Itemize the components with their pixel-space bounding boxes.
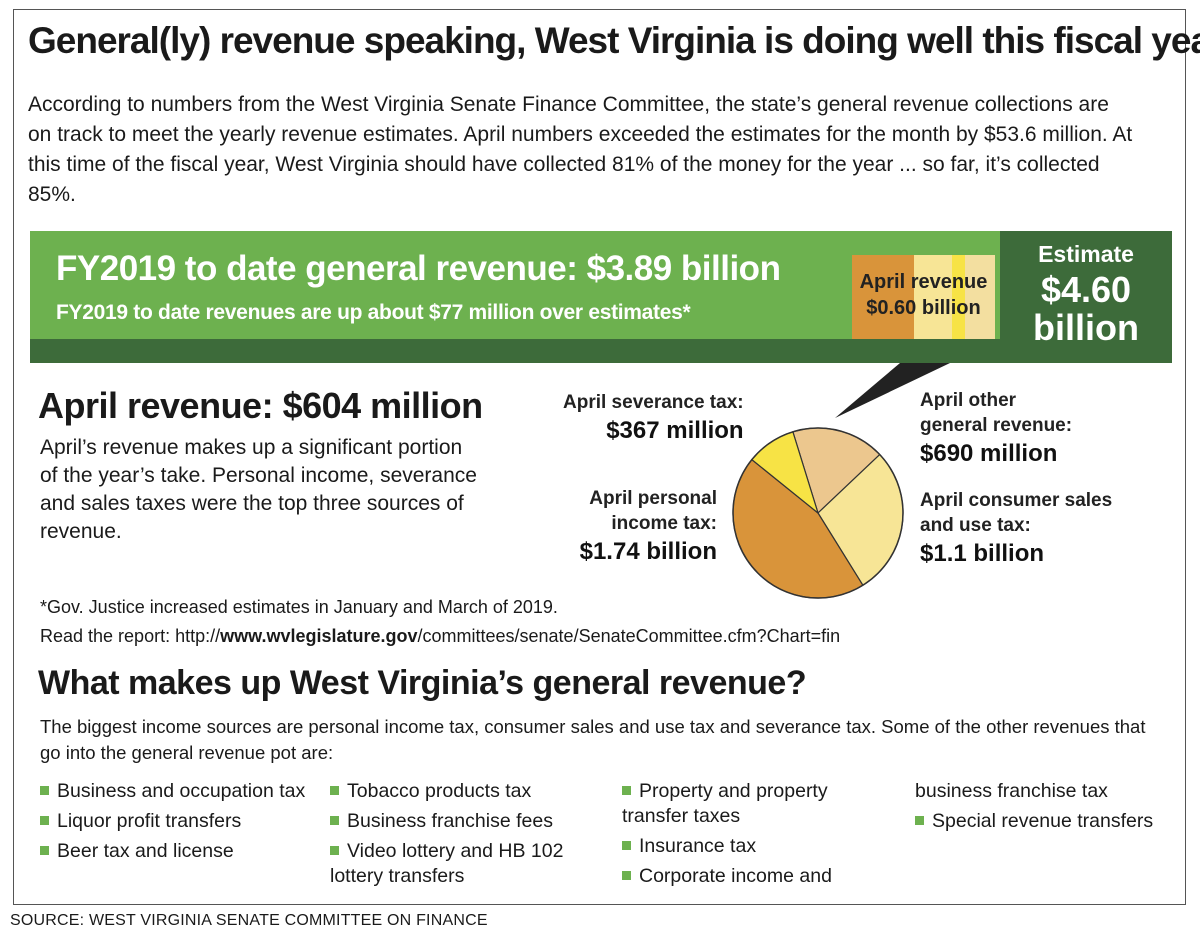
bullet-square-icon [622, 786, 631, 795]
list-item-text: Business and occupation tax [57, 780, 306, 802]
personal-label-name-2: income tax: [611, 513, 717, 534]
list-item-text: Video lottery and HB 102 lottery transfe… [330, 840, 564, 887]
list-item-text: Insurance tax [639, 835, 757, 857]
footnote: *Gov. Justice increased estimates in Jan… [40, 597, 558, 617]
sources-column-2: Tobacco products tax Business franchise … [330, 779, 610, 894]
list-item: Insurance tax [622, 834, 882, 859]
list-item: Corporate income and [622, 864, 882, 889]
report-prefix: Read the report: http:// [40, 626, 221, 646]
list-item: Business and occupation tax [40, 779, 310, 804]
list-item: Beer tax and license [40, 839, 310, 864]
april-bar-label: April revenue $0.60 billion [852, 269, 995, 321]
estimate-value-amount: $4.60 [1040, 269, 1132, 310]
list-item-text: Special revenue transfers [932, 810, 1154, 832]
report-link-line: Read the report: http://www.wvlegislatur… [40, 626, 840, 647]
sources-heading: What makes up West Virginia’s general re… [38, 664, 807, 702]
report-path: /committees/senate/SenateCommittee.cfm?C… [417, 626, 841, 646]
bullet-square-icon [330, 786, 339, 795]
list-item-text: Property and property transfer taxes [622, 780, 828, 827]
list-item: Video lottery and HB 102 lottery transfe… [330, 839, 610, 889]
severance-label-value: $367 million [606, 417, 744, 444]
sources-column-4: business franchise tax Special revenue t… [915, 779, 1180, 839]
estimate-value: $4.60 billion [1000, 271, 1172, 347]
intro-paragraph: According to numbers from the West Virgi… [28, 93, 1133, 206]
report-domain[interactable]: www.wvlegislature.gov [220, 626, 418, 646]
sources-column-3: Property and property transfer taxes Ins… [622, 779, 882, 894]
other-label-name-2: general revenue: [920, 415, 1073, 436]
list-item-text: Beer tax and license [57, 840, 234, 862]
april-paragraph: April’s revenue makes up a significant p… [40, 436, 477, 543]
list-item-text: Liquor profit transfers [57, 810, 242, 832]
april-bar-segment-sales [914, 255, 952, 339]
infographic-frame [13, 9, 1186, 905]
april-bar-segment-severance [952, 255, 965, 339]
list-item-continuation: business franchise tax [915, 780, 1108, 802]
personal-label-value: $1.74 billion [579, 538, 717, 565]
estimate-box [1000, 231, 1172, 363]
list-item: Special revenue transfers [915, 809, 1180, 834]
personal-label-name-1: April personal [589, 488, 717, 509]
sources-paragraph: The biggest income sources are personal … [40, 716, 1146, 763]
sources-column-1: Business and occupation tax Liquor profi… [40, 779, 310, 869]
bullet-square-icon [40, 786, 49, 795]
bullet-square-icon [330, 846, 339, 855]
sales-label-name-2: and use tax: [920, 515, 1031, 536]
list-item: Business franchise fees [330, 809, 610, 834]
banner-subline: FY2019 to date revenues are up about $77… [56, 301, 691, 324]
estimate-value-unit: billion [1033, 307, 1139, 348]
source-credit: SOURCE: WEST VIRGINIA SENATE COMMITTEE O… [10, 912, 488, 929]
revenue-banner: FY2019 to date general revenue: $3.89 bi… [30, 231, 1172, 363]
april-heading: April revenue: $604 million [38, 385, 483, 426]
personal-income-label: April personal income tax: $1.74 billion [565, 486, 717, 568]
list-item: Liquor profit transfers [40, 809, 310, 834]
sales-label-name-1: April consumer sales [920, 490, 1113, 511]
bullet-square-icon [622, 841, 631, 850]
banner-headline: FY2019 to date general revenue: $3.89 bi… [56, 249, 781, 288]
severance-label: April severance tax: $367 million [563, 390, 744, 447]
april-bar-label-value: $0.60 billion [866, 297, 981, 319]
bullet-square-icon [40, 846, 49, 855]
list-item-text: Corporate income and [639, 865, 832, 887]
april-bar-segment-personal [852, 255, 914, 339]
bullet-square-icon [330, 816, 339, 825]
page-title: General(ly) revenue speaking, West Virgi… [28, 20, 1200, 61]
other-label-value: $690 million [920, 440, 1058, 467]
list-item-text: Business franchise fees [347, 810, 553, 832]
banner-dark-strip [30, 339, 1000, 363]
list-item: Tobacco products tax [330, 779, 610, 804]
severance-label-name: April severance tax: [563, 392, 744, 413]
other-revenue-label: April other general revenue: $690 millio… [920, 388, 1072, 470]
other-label-name-1: April other [920, 390, 1017, 411]
estimate-label: Estimate [1038, 241, 1134, 267]
bullet-square-icon [40, 816, 49, 825]
bullet-square-icon [622, 871, 631, 880]
sales-label-value: $1.1 billion [920, 540, 1045, 567]
list-item: Property and property transfer taxes [622, 779, 882, 829]
april-bar-segment-other [965, 255, 995, 339]
sales-tax-label: April consumer sales and use tax: $1.1 b… [920, 488, 1112, 570]
april-bar-label-name: April revenue [859, 271, 988, 293]
list-item-text: Tobacco products tax [347, 780, 532, 802]
bullet-square-icon [915, 816, 924, 825]
april-revenue-bar [852, 255, 995, 339]
